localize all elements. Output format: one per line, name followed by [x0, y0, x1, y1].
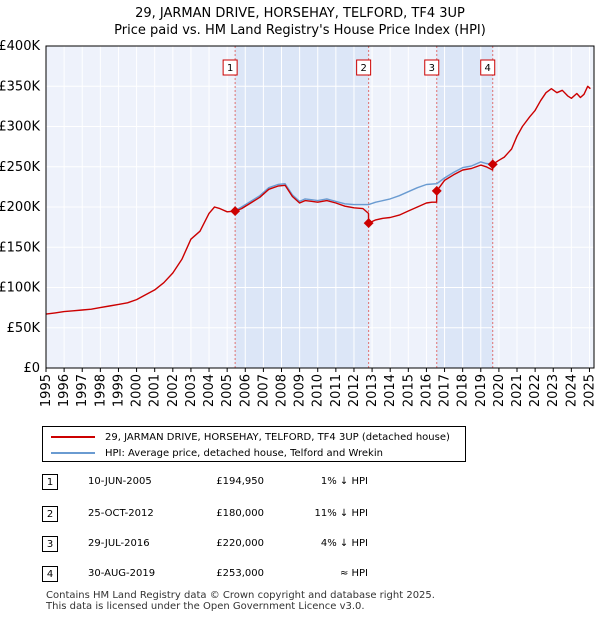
series-line-hpi: [234, 161, 493, 211]
x-tick-label: 2013: [365, 374, 380, 407]
sale-point-3: [431, 185, 442, 196]
x-tick-label: 2025: [582, 374, 597, 407]
y-tick-label: £100K: [0, 281, 40, 296]
sale-point-1: [230, 206, 241, 217]
table-row: 2 25-OCT-2012 £180,000 11% ↓ HPI: [42, 506, 442, 522]
x-tick-label: 2010: [311, 374, 326, 407]
x-tick-label: 2018: [456, 374, 471, 407]
y-tick-label: £250K: [0, 160, 40, 175]
x-tick-label: 2008: [275, 374, 290, 407]
transaction-price: £220,000: [216, 538, 264, 549]
y-tick-label: £350K: [0, 79, 40, 94]
x-tick-label: 2003: [184, 374, 199, 407]
y-tick-label: £150K: [0, 240, 40, 255]
transaction-price: £194,950: [216, 476, 264, 487]
legend-label-property: 29, JARMAN DRIVE, HORSEHAY, TELFORD, TF4…: [105, 431, 450, 443]
sale-point-4: [487, 159, 498, 170]
x-tick-label: 2023: [546, 374, 561, 407]
y-tick-label: £300K: [0, 120, 40, 135]
x-tick-label: 2012: [347, 374, 362, 407]
y-tick-label: £400K: [0, 39, 40, 54]
price-chart: 29, JARMAN DRIVE, HORSEHAY, TELFORD, TF4…: [0, 6, 597, 407]
sale-point-2: [363, 218, 374, 229]
x-tick-label: 2005: [220, 374, 235, 407]
plot-frame: [45, 45, 595, 369]
legend-swatch-hpi: [51, 452, 95, 454]
x-tick-label: 2011: [329, 374, 344, 407]
transaction-price: £253,000: [216, 568, 264, 579]
transaction-date: 29-JUL-2016: [88, 538, 150, 549]
marker-box-1: [222, 59, 238, 76]
chart-title: 29, JARMAN DRIVE, HORSEHAY, TELFORD, TF4…: [135, 6, 465, 21]
footer-attribution: Contains HM Land Registry data © Crown c…: [46, 590, 435, 612]
y-tick-label: £0: [23, 361, 40, 376]
marker-box-4: [480, 59, 496, 76]
plot-area: 1 2 3 4 £0 £50K £100K £150K £200K £250K £300K £350K…: [0, 39, 597, 407]
y-tick-label: £200K: [0, 200, 40, 215]
transaction-number: 3: [42, 536, 58, 552]
y-tick-label: £50K: [7, 321, 41, 336]
x-tick-label: 2022: [528, 374, 543, 407]
series-line-property: [45, 85, 591, 315]
transaction-hpi-diff: 4% ↓ HPI: [320, 538, 368, 549]
table-row: 4 30-AUG-2019 £253,000 ≈ HPI: [42, 566, 442, 582]
marker-label-4: 4: [485, 63, 491, 74]
transaction-number: 4: [42, 566, 58, 582]
x-tick-label: 1997: [75, 374, 90, 407]
legend: 29, JARMAN DRIVE, HORSEHAY, TELFORD, TF4…: [42, 426, 466, 462]
chart-subtitle: Price paid vs. HM Land Registry's House …: [114, 23, 486, 38]
legend-item-property: 29, JARMAN DRIVE, HORSEHAY, TELFORD, TF4…: [43, 429, 450, 445]
x-tick-label: 1999: [111, 374, 126, 407]
transaction-date: 10-JUN-2005: [88, 476, 152, 487]
x-tick-label: 2007: [256, 374, 271, 407]
table-row: 3 29-JUL-2016 £220,000 4% ↓ HPI: [42, 536, 442, 552]
transaction-price: £180,000: [216, 508, 264, 519]
marker-box-2: [356, 59, 372, 76]
footer-line-copyright: Contains HM Land Registry data © Crown c…: [46, 590, 435, 601]
transaction-date: 30-AUG-2019: [88, 568, 156, 579]
x-tick-label: 2004: [202, 374, 217, 407]
x-tick-label: 1995: [39, 374, 54, 407]
x-tick-label: 2024: [564, 374, 579, 407]
transaction-date: 25-OCT-2012: [88, 508, 154, 519]
legend-label-hpi: HPI: Average price, detached house, Telf…: [105, 447, 383, 459]
x-tick-label: 2019: [474, 374, 489, 407]
x-tick-label: 2021: [510, 374, 525, 407]
x-tick-label: 2015: [401, 374, 416, 407]
x-tick-label: 1996: [57, 374, 72, 407]
table-row: 1 10-JUN-2005 £194,950 1% ↓ HPI: [42, 474, 442, 490]
x-tick-label: 2016: [419, 374, 434, 407]
x-tick-label: 2017: [438, 374, 453, 407]
transaction-hpi-diff: 1% ↓ HPI: [320, 476, 368, 487]
marker-label-2: 2: [360, 63, 366, 74]
x-tick-label: 2020: [492, 374, 507, 407]
x-tick-label: 1998: [93, 374, 108, 407]
legend-swatch-property: [51, 436, 95, 438]
marker-label-1: 1: [227, 63, 233, 74]
x-tick-label: 2000: [130, 374, 145, 407]
x-tick-label: 2009: [293, 374, 308, 407]
x-tick-label: 2001: [148, 374, 163, 407]
transaction-number: 2: [42, 506, 58, 522]
transaction-number: 1: [42, 474, 58, 490]
x-tick-label: 2002: [166, 374, 181, 407]
transaction-hpi-diff: 11% ↓ HPI: [314, 508, 368, 519]
footer-line-licence: This data is licensed under the Open Gov…: [46, 601, 365, 612]
legend-item-hpi: HPI: Average price, detached house, Telf…: [43, 445, 383, 461]
marker-box-3: [424, 59, 440, 76]
marker-label-3: 3: [429, 63, 435, 74]
transaction-hpi-diff: ≈ HPI: [339, 568, 368, 579]
x-tick-label: 2014: [383, 374, 398, 407]
x-tick-label: 2006: [238, 374, 253, 407]
